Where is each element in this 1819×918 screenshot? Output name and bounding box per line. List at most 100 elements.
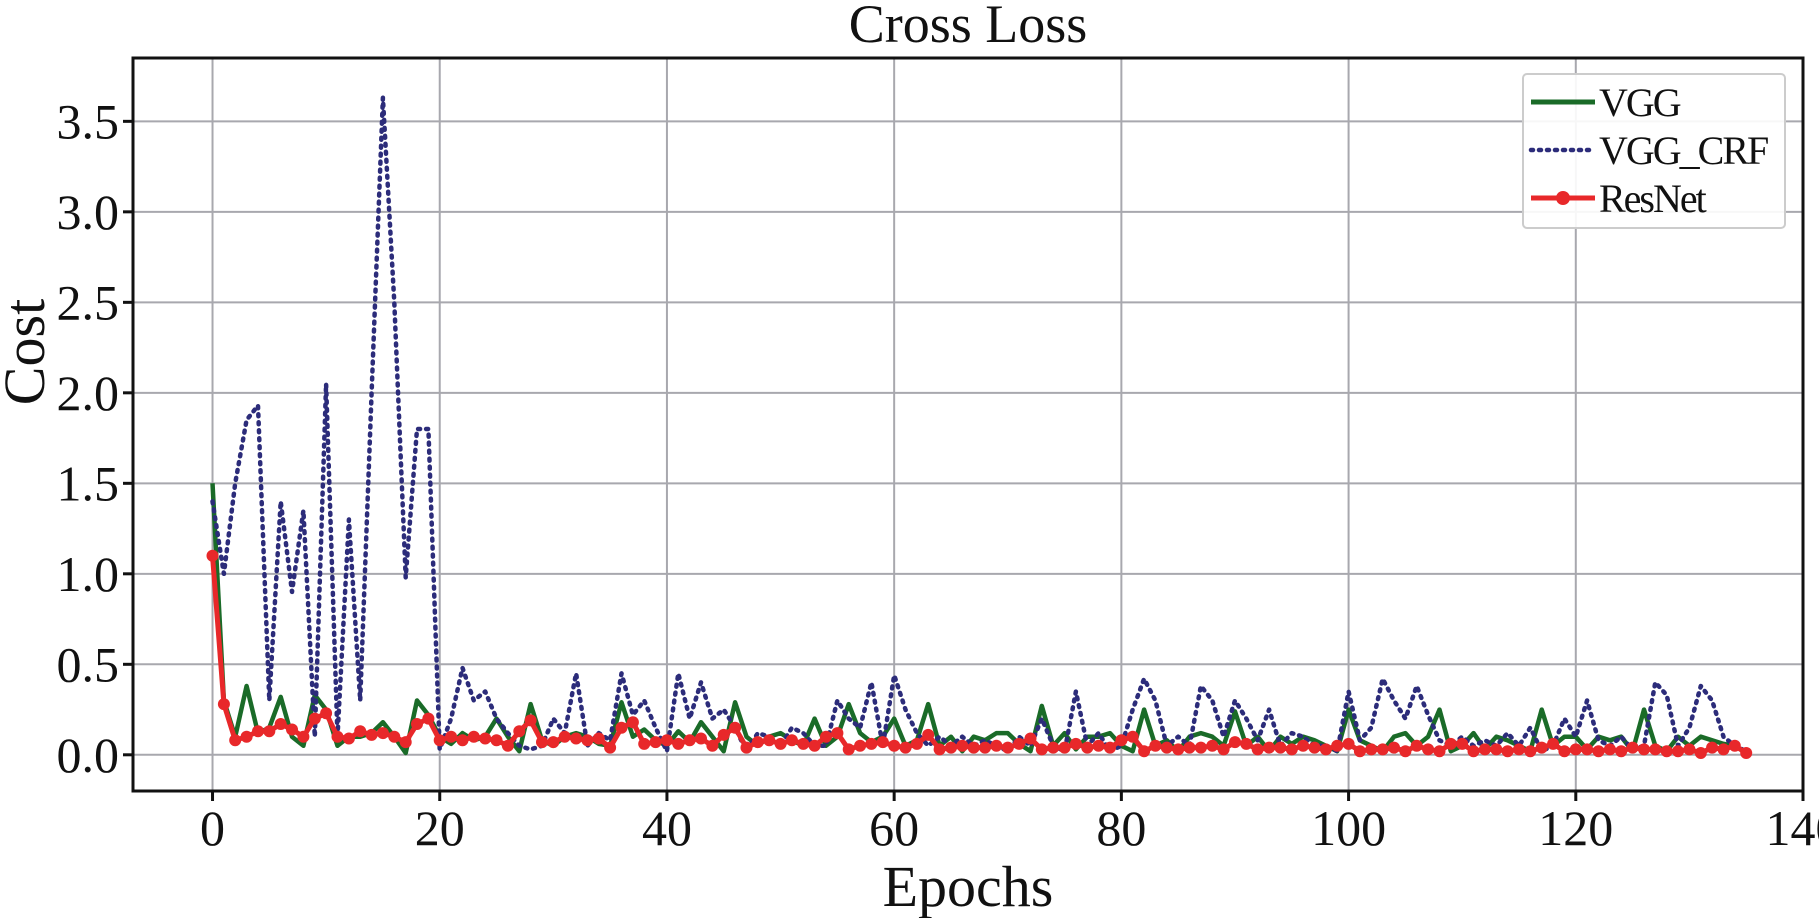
resnet-point bbox=[422, 712, 435, 725]
resnet-point bbox=[1342, 737, 1355, 750]
resnet-point bbox=[286, 723, 298, 736]
resnet-point bbox=[1149, 739, 1162, 752]
resnet-point bbox=[365, 728, 378, 741]
resnet-point bbox=[933, 743, 946, 756]
resnet-point bbox=[252, 725, 264, 738]
resnet-point bbox=[376, 727, 389, 740]
y-tick-label: 2.0 bbox=[57, 365, 120, 421]
resnet-point bbox=[229, 734, 242, 747]
resnet-point bbox=[467, 730, 480, 743]
resnet-point bbox=[1353, 745, 1366, 758]
resnet-point bbox=[808, 739, 821, 752]
resnet-point bbox=[763, 734, 776, 747]
resnet-point bbox=[910, 737, 923, 750]
resnet-point bbox=[956, 739, 969, 752]
resnet-point bbox=[1660, 745, 1673, 758]
y-tick-label: 1.0 bbox=[57, 546, 120, 602]
resnet-point bbox=[717, 728, 730, 741]
resnet-point bbox=[1194, 741, 1207, 754]
resnet-point bbox=[240, 730, 253, 743]
resnet-point bbox=[615, 721, 628, 734]
series-line-resnet bbox=[210, 555, 1748, 756]
resnet-point bbox=[604, 741, 617, 754]
resnet-point bbox=[411, 718, 423, 730]
resnet-point bbox=[1456, 737, 1469, 750]
resnet-point bbox=[740, 741, 753, 754]
resnet-point bbox=[899, 741, 912, 754]
resnet-point bbox=[1160, 741, 1173, 754]
resnet-point bbox=[695, 732, 707, 745]
resnet-point bbox=[672, 737, 685, 750]
resnet-point bbox=[1433, 745, 1446, 758]
resnet-point bbox=[1410, 739, 1423, 752]
resnet-point bbox=[1069, 737, 1082, 750]
resnet-point bbox=[649, 736, 662, 749]
resnet-point bbox=[797, 737, 810, 750]
resnet-point bbox=[842, 743, 855, 756]
chart-title: Cross Loss bbox=[849, 0, 1088, 54]
resnet-point bbox=[524, 714, 537, 727]
resnet-point bbox=[1104, 741, 1116, 754]
resnet-point bbox=[1581, 743, 1594, 756]
resnet-point bbox=[1524, 745, 1537, 758]
x-tick-label: 140 bbox=[1766, 800, 1819, 856]
resnet-point bbox=[1740, 747, 1753, 759]
resnet-point bbox=[1001, 741, 1014, 754]
resnet-point bbox=[490, 734, 503, 747]
resnet-point bbox=[1535, 741, 1548, 754]
resnet-point bbox=[990, 739, 1003, 752]
x-tick-label: 60 bbox=[869, 800, 919, 856]
resnet-point bbox=[1024, 732, 1037, 745]
resnet-point bbox=[1717, 743, 1730, 756]
resnet-point bbox=[945, 741, 957, 754]
legend-marker bbox=[1556, 191, 1570, 205]
x-tick-label: 20 bbox=[415, 800, 465, 856]
plot-frame bbox=[131, 56, 1805, 793]
x-tick-label: 40 bbox=[642, 800, 692, 856]
legend-label: ResNet bbox=[1599, 176, 1707, 221]
resnet-point bbox=[1035, 743, 1048, 756]
resnet-point bbox=[1115, 734, 1128, 747]
resnet-point bbox=[1047, 741, 1060, 754]
series-line-vgg-crf bbox=[210, 95, 1749, 754]
resnet-point bbox=[479, 732, 492, 745]
x-tick-label: 80 bbox=[1096, 800, 1146, 856]
resnet-point bbox=[1467, 745, 1480, 758]
resnet-point bbox=[354, 725, 367, 738]
resnet-point bbox=[558, 730, 571, 743]
resnet-point bbox=[1365, 743, 1378, 756]
x-tick-label: 100 bbox=[1311, 800, 1386, 856]
resnet-point bbox=[979, 741, 991, 754]
y-axis-label: Cost bbox=[0, 299, 57, 405]
resnet-point bbox=[831, 727, 844, 740]
resnet-point bbox=[217, 698, 230, 711]
resnet-point bbox=[1694, 747, 1707, 759]
resnet-point bbox=[1478, 743, 1491, 756]
resnet-point bbox=[1138, 745, 1151, 758]
resnet-point bbox=[1092, 739, 1105, 752]
resnet-point bbox=[206, 549, 219, 562]
resnet-point bbox=[1615, 745, 1628, 758]
series-layer bbox=[206, 95, 1753, 759]
resnet-point bbox=[820, 730, 832, 743]
resnet-point bbox=[1672, 745, 1684, 758]
resnet-point bbox=[1638, 743, 1650, 756]
resnet-point bbox=[888, 739, 901, 752]
resnet-point bbox=[1263, 741, 1276, 754]
resnet-point bbox=[660, 734, 673, 747]
resnet-point bbox=[1706, 741, 1719, 754]
axis-ticks: 0 20 40 60 80 100 120 140 0.0 0.5 1.0 1.5 2.0 2.5 3.0 3… bbox=[57, 93, 1819, 856]
resnet-point bbox=[706, 739, 719, 752]
resnet-point bbox=[638, 737, 651, 750]
resnet-point bbox=[456, 734, 469, 747]
resnet-point bbox=[1444, 737, 1457, 750]
resnet-point bbox=[1558, 745, 1571, 758]
legend-label: VGG bbox=[1599, 80, 1681, 125]
resnet-point bbox=[729, 721, 742, 734]
resnet-point bbox=[1501, 745, 1514, 758]
resnet-point bbox=[308, 712, 321, 725]
resnet-point bbox=[433, 734, 446, 747]
legend-label: VGG_CRF bbox=[1599, 128, 1768, 173]
